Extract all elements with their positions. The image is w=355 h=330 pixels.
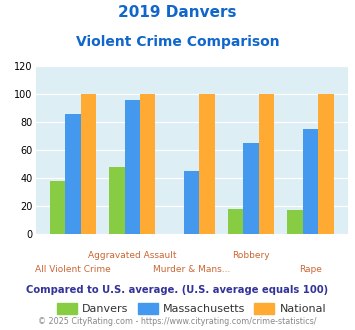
Bar bbox=[259, 94, 274, 234]
Bar bbox=[65, 114, 81, 234]
Text: Robbery: Robbery bbox=[232, 251, 270, 260]
Bar bbox=[287, 211, 303, 234]
Bar bbox=[140, 94, 155, 234]
Legend: Danvers, Massachusetts, National: Danvers, Massachusetts, National bbox=[52, 299, 331, 319]
Bar bbox=[318, 94, 334, 234]
Bar bbox=[125, 100, 140, 234]
Text: Murder & Mans...: Murder & Mans... bbox=[153, 265, 230, 274]
Text: Violent Crime Comparison: Violent Crime Comparison bbox=[76, 35, 279, 49]
Text: Compared to U.S. average. (U.S. average equals 100): Compared to U.S. average. (U.S. average … bbox=[26, 285, 329, 295]
Bar bbox=[200, 94, 215, 234]
Bar bbox=[228, 209, 244, 234]
Bar bbox=[109, 167, 125, 234]
Text: 2019 Danvers: 2019 Danvers bbox=[118, 5, 237, 20]
Bar bbox=[50, 181, 65, 234]
Bar bbox=[81, 94, 96, 234]
Bar bbox=[184, 171, 200, 234]
Text: Aggravated Assault: Aggravated Assault bbox=[88, 251, 176, 260]
Bar bbox=[303, 129, 318, 234]
Text: All Violent Crime: All Violent Crime bbox=[35, 265, 111, 274]
Text: Rape: Rape bbox=[299, 265, 322, 274]
Text: © 2025 CityRating.com - https://www.cityrating.com/crime-statistics/: © 2025 CityRating.com - https://www.city… bbox=[38, 317, 317, 326]
Bar bbox=[244, 143, 259, 234]
